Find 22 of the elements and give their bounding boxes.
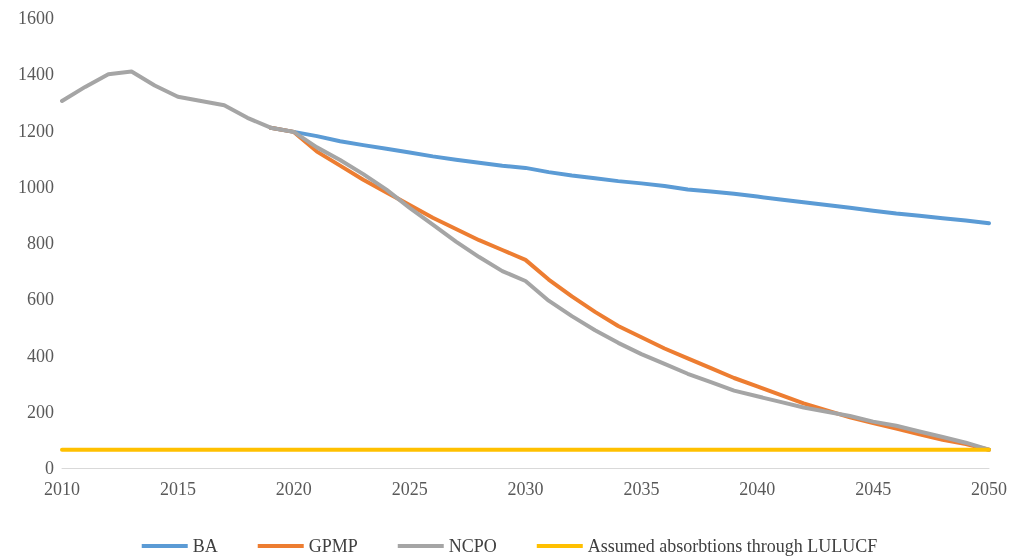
legend-label: GPMP xyxy=(308,536,358,556)
x-tick-label: 2045 xyxy=(855,479,892,499)
x-tick-label: 2035 xyxy=(623,479,660,499)
x-tick-label: 2030 xyxy=(507,479,544,499)
x-tick-label: 2040 xyxy=(739,479,776,499)
legend-label: NCPO xyxy=(448,536,497,556)
x-tick-label: 2010 xyxy=(44,479,80,499)
y-tick-label: 400 xyxy=(27,345,54,366)
y-tick-label: 1200 xyxy=(18,120,54,141)
x-tick-label: 2020 xyxy=(275,479,312,499)
x-tick-label: 2050 xyxy=(971,479,1007,499)
legend-label: BA xyxy=(192,536,218,556)
y-tick-label: 200 xyxy=(27,401,54,422)
y-tick-label: 1400 xyxy=(18,64,54,85)
y-tick-label: 1000 xyxy=(18,176,54,197)
x-tick-label: 2025 xyxy=(391,479,428,499)
y-tick-label: 0 xyxy=(45,458,54,478)
legend-label: Assumed absorbtions through LULUCF xyxy=(587,536,878,556)
y-tick-label: 800 xyxy=(27,233,54,253)
y-tick-label: 600 xyxy=(27,289,54,310)
y-tick-label: 1600 xyxy=(18,8,54,28)
x-tick-label: 2015 xyxy=(159,479,196,499)
